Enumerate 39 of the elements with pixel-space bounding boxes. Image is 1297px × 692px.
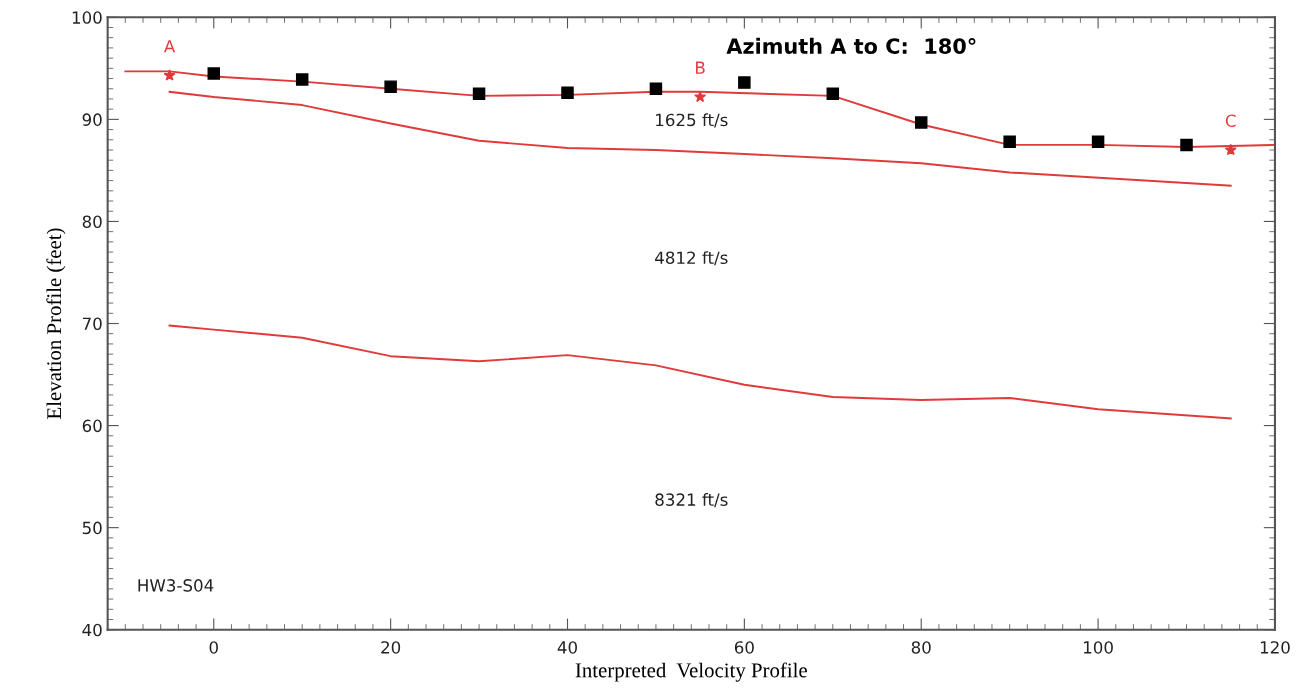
x-tick-label: 80	[911, 641, 931, 654]
text: Azimuth A to C: 180°	[726, 37, 976, 54]
point	[1091, 135, 1105, 149]
point	[384, 80, 397, 93]
annotation: 1625 ft/s	[656, 113, 728, 128]
point	[649, 82, 663, 95]
point	[914, 116, 928, 129]
line-series	[168, 324, 1232, 420]
y-axis-title: Elevation Profile (feet)	[46, 228, 66, 419]
point	[561, 86, 574, 100]
annotation: HW3-S04	[138, 579, 214, 592]
annotation: A	[163, 40, 176, 53]
point	[207, 67, 221, 80]
annotation: B	[696, 61, 705, 74]
annotation: 4812 ft/s	[655, 251, 728, 266]
y-tick-label: 50	[82, 521, 102, 535]
point	[163, 69, 176, 81]
y-tick-label: 100	[72, 11, 102, 24]
x-tick-label: 20	[381, 641, 401, 654]
y-tick-label: 70	[82, 317, 102, 331]
annotation: C	[1225, 114, 1236, 128]
annotation: 8321 ft/s	[655, 493, 728, 508]
x-tick-label: 60	[734, 641, 754, 654]
x-axis-title: Interpreted Velocity Profile	[575, 662, 807, 682]
point	[1003, 135, 1016, 149]
y-tick-label: 80	[82, 215, 102, 229]
point	[826, 87, 840, 101]
y-tick-label: 90	[82, 113, 102, 126]
point	[738, 76, 751, 89]
point	[1180, 138, 1193, 152]
x-tick-label: 40	[557, 641, 577, 654]
x-tick-label: 0	[209, 641, 218, 654]
x-tick-label: 100	[1084, 641, 1113, 654]
point	[472, 87, 486, 101]
point	[1224, 143, 1237, 156]
y-tick-label: 60	[82, 419, 102, 433]
y-tick-label: 40	[82, 623, 102, 637]
point	[295, 73, 309, 86]
x-tick-label: 120	[1260, 641, 1290, 654]
